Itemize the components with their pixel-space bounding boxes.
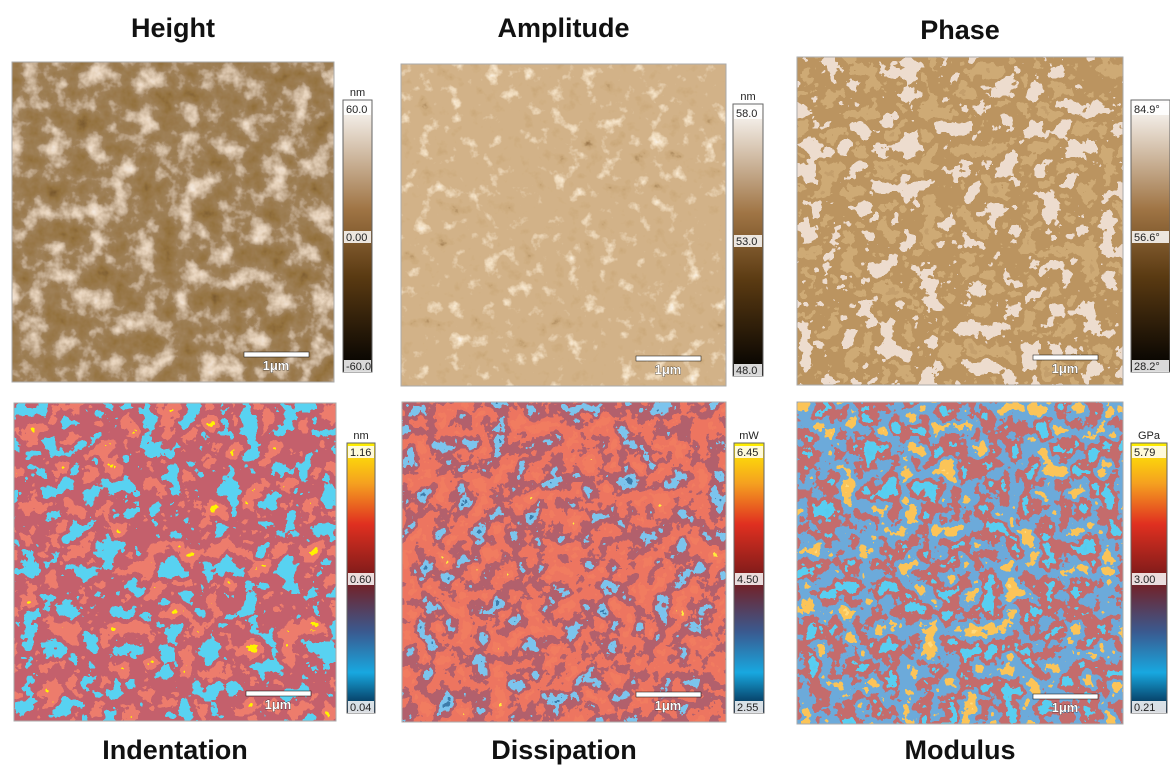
colorbar-label: 58.0 — [736, 108, 757, 120]
afm-image — [797, 57, 1123, 385]
colorbar-label: 0.00 — [346, 232, 367, 244]
colorbar-label: 48.0 — [736, 365, 757, 377]
scale-bar-label: 1μm — [1052, 700, 1079, 715]
colorbar-unit: mW — [739, 430, 759, 442]
panel-title: Modulus — [905, 735, 1016, 765]
colorbar-label: 2.55 — [737, 702, 758, 714]
afm-image — [402, 402, 726, 722]
colorbar-label: 84.9° — [1134, 104, 1160, 116]
afm-image — [401, 64, 726, 386]
panel-title: Height — [131, 13, 215, 43]
scale-bar — [244, 352, 309, 357]
scale-bar — [636, 692, 701, 697]
colorbar-label: 28.2° — [1134, 361, 1160, 373]
afm-image — [797, 402, 1123, 724]
colorbar-label: 53.0 — [736, 236, 757, 248]
panel-title: Dissipation — [491, 735, 637, 765]
colorbar-unit: nm — [353, 430, 368, 442]
colorbar-label: 0.60 — [350, 574, 371, 586]
scale-bar — [1033, 694, 1098, 699]
colorbar-label: 5.79 — [1134, 447, 1155, 459]
afm-image — [14, 403, 336, 721]
colorbar-label: 4.50 — [737, 574, 758, 586]
panel-title: Indentation — [102, 735, 247, 765]
colorbar-unit: GPa — [1138, 430, 1161, 442]
panel-title: Phase — [920, 15, 1000, 45]
scale-bar — [1033, 355, 1098, 360]
scale-bar-label: 1μm — [655, 362, 682, 377]
colorbar-label: -60.0 — [346, 361, 371, 373]
afm-image — [12, 62, 334, 382]
colorbar-label: 60.0 — [346, 104, 367, 116]
scale-bar-label: 1μm — [263, 358, 290, 373]
scale-bar — [246, 691, 311, 696]
figure: Height 1μm nm 60.0 0.00 -60.0 Amplitude 1μm nm 58… — [0, 0, 1170, 765]
scale-bar-label: 1μm — [655, 698, 682, 713]
colorbar-label: 6.45 — [737, 447, 758, 459]
scale-bar — [636, 356, 701, 361]
scale-bar-label: 1μm — [1052, 361, 1079, 376]
colorbar-label: 3.00 — [1134, 574, 1155, 586]
colorbar-unit: nm — [740, 91, 755, 103]
scale-bar-label: 1μm — [265, 697, 292, 712]
colorbar-label: 56.6° — [1134, 232, 1160, 244]
colorbar-label: 0.04 — [350, 702, 371, 714]
panel-title: Amplitude — [498, 13, 630, 43]
colorbar-unit: nm — [350, 87, 365, 99]
colorbar-label: 0.21 — [1134, 702, 1155, 714]
colorbar-label: 1.16 — [350, 447, 371, 459]
